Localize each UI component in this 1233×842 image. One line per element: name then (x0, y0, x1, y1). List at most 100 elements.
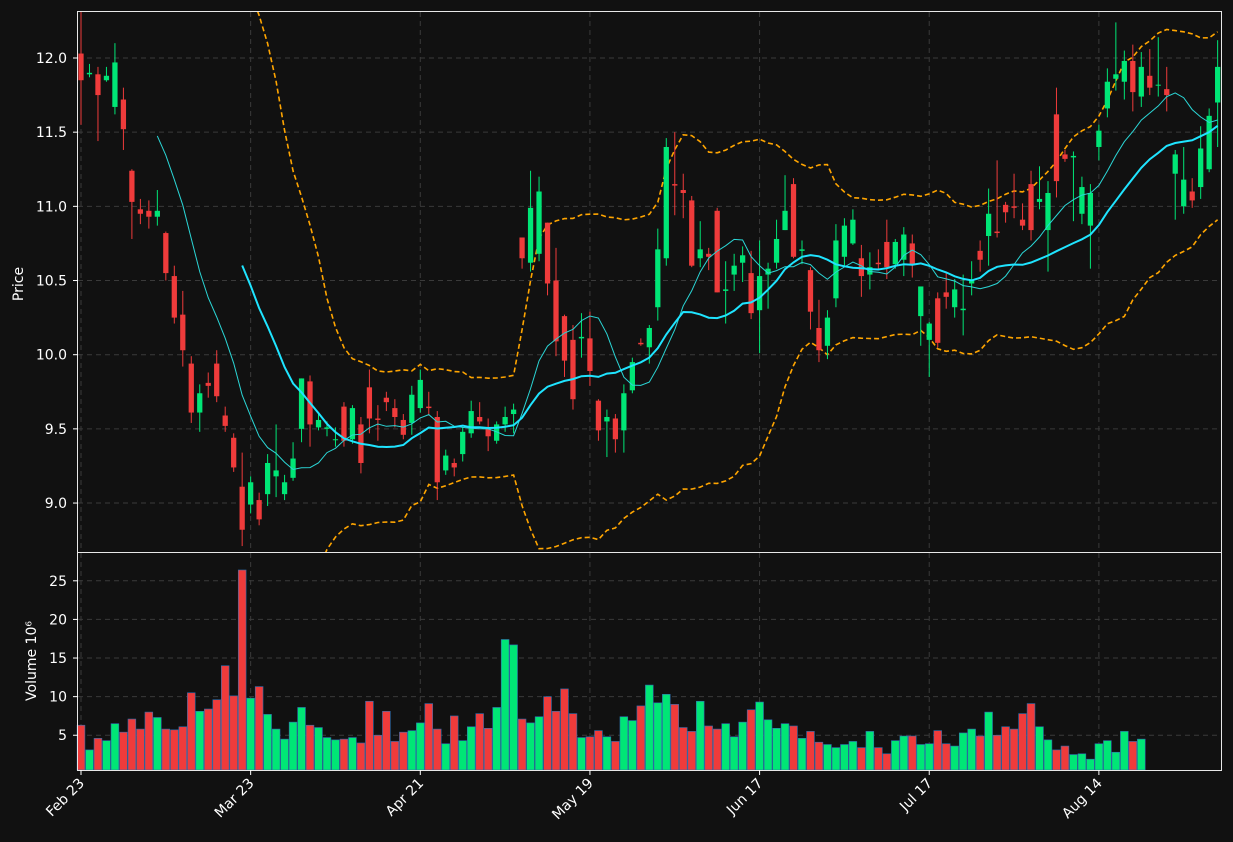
volume-bar (916, 744, 925, 771)
volume-bar (628, 720, 637, 771)
candle-body (638, 342, 644, 345)
candle-body (935, 298, 941, 343)
candle-body (1028, 184, 1034, 231)
volume-bar (500, 639, 510, 771)
volume-bar (119, 731, 128, 771)
volume-bar (339, 738, 349, 771)
price-ylabel: Price (11, 267, 27, 301)
price-tick-label: 9.5 (45, 422, 67, 438)
volume-bar (1120, 731, 1129, 771)
volume-ylabel: Volume 10⁶ (24, 621, 40, 701)
volume-bar (153, 717, 162, 771)
volume-bar (746, 709, 756, 771)
volume-bar (475, 713, 484, 771)
candle-body (553, 280, 559, 342)
candle-body (366, 387, 373, 419)
volume-bar (204, 708, 213, 771)
candle-body (773, 238, 780, 263)
volume-bar (136, 728, 145, 771)
volume-bar (1128, 741, 1138, 771)
volume-bar (433, 728, 442, 771)
price-y-ticks: 9.0 9.5 10.0 10.5 11.0 11.5 12.0 (36, 51, 78, 512)
volume-bar (271, 728, 281, 771)
volume-bar (568, 713, 578, 771)
bollinger-bands (256, 12, 1219, 552)
volume-bar (263, 714, 272, 771)
volume-bar (1086, 758, 1095, 771)
candle-body (264, 462, 271, 495)
volume-bar (594, 730, 603, 771)
candle-body (146, 210, 152, 217)
volume-bar (229, 695, 238, 771)
candle-body (443, 455, 449, 471)
candle-body (672, 184, 678, 186)
volume-bar (1137, 738, 1146, 771)
volume-bar (840, 744, 849, 771)
candle-body (918, 286, 924, 317)
volume-bar (865, 731, 875, 771)
candle-body (1147, 75, 1153, 88)
volume-bar (729, 736, 739, 771)
candle-body (222, 415, 228, 426)
volume-bar (305, 724, 315, 771)
candle-body (129, 170, 135, 202)
volume-bar (1077, 753, 1087, 771)
volume-bar (314, 727, 323, 771)
volume-bar (1111, 751, 1121, 771)
price-grid (78, 12, 1221, 552)
candle-body (1053, 114, 1060, 182)
volume-bar (399, 731, 408, 771)
volume-bar (220, 665, 230, 771)
ma-short-line (156, 92, 1218, 471)
volume-bar (1035, 726, 1044, 771)
candle-body (748, 273, 754, 314)
candle-body (952, 289, 958, 308)
volume-bar (85, 749, 94, 771)
candle-body (739, 255, 746, 263)
volume-tick-label: 15 (49, 651, 67, 667)
volume-bar (1094, 743, 1104, 771)
candle-body (1087, 192, 1094, 226)
candle-body (1215, 66, 1221, 103)
candle-body (663, 147, 669, 259)
moving-averages (156, 92, 1219, 471)
candle-body (909, 243, 915, 265)
candle-body (298, 378, 305, 429)
volume-bar (1001, 726, 1010, 771)
volume-bar (967, 728, 976, 771)
candle-body (977, 250, 983, 260)
volume-bar (789, 725, 798, 771)
volume-y-ticks: 5 10 15 20 25 (49, 574, 78, 744)
candle-body (570, 339, 576, 400)
candle-body (375, 418, 381, 420)
candle-body (231, 437, 237, 468)
volume-bar (645, 684, 654, 771)
candle-body (494, 424, 500, 441)
candle-body (1036, 198, 1043, 202)
volume-bar (560, 688, 569, 771)
volume-bar (780, 723, 790, 771)
lower-band-line (325, 219, 1219, 552)
candle-body (1138, 66, 1144, 97)
volume-bar (526, 722, 535, 771)
candle-body (799, 249, 805, 251)
candle-body (561, 316, 568, 361)
volume-bar (823, 744, 832, 771)
candle-body (1070, 155, 1077, 158)
candle-body (1155, 84, 1161, 86)
volume-tick-label: 10 (49, 690, 67, 706)
volume-bar (806, 731, 815, 771)
volume-bar (1103, 740, 1112, 771)
candle-body (1113, 74, 1119, 79)
candle-body (451, 462, 457, 468)
candle-body (205, 382, 211, 386)
volume-bar (492, 707, 501, 771)
price-tick-label: 10.0 (36, 348, 67, 364)
candle-body (392, 408, 398, 417)
volume-bar (1026, 703, 1036, 771)
volume-bar (908, 735, 917, 771)
volume-bar (254, 686, 264, 771)
candle-body (1198, 148, 1204, 188)
volume-bar (891, 740, 900, 771)
